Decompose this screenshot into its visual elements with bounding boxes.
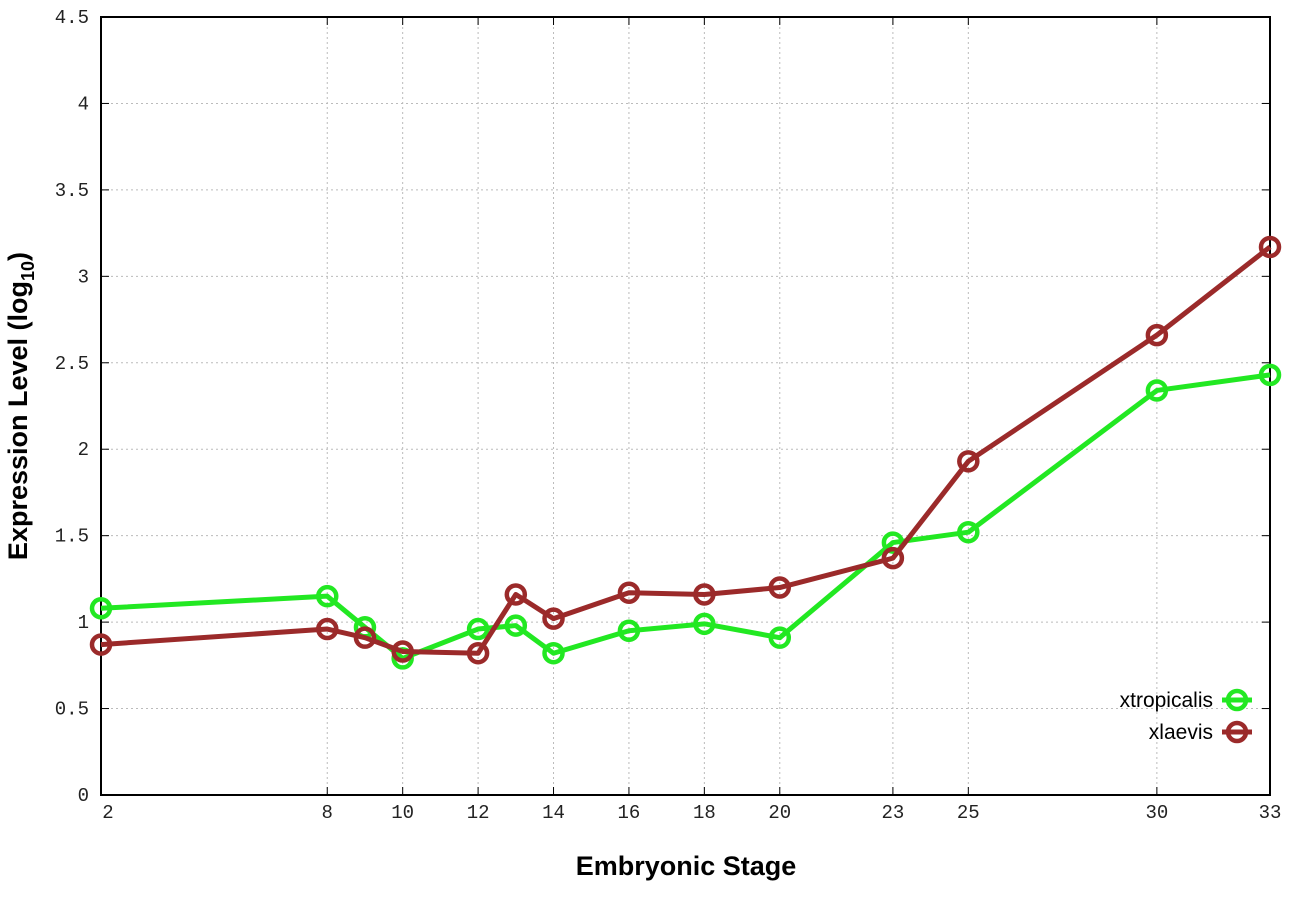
data-point-xtropicalis: [693, 612, 716, 636]
data-point-xlaevis: [391, 640, 414, 663]
y-tick-label: 1: [78, 612, 89, 634]
series: [89, 235, 1282, 670]
x-tick-label: 23: [881, 802, 904, 824]
data-point-xlaevis: [89, 633, 113, 656]
data-point-xtropicalis: [957, 520, 980, 544]
data-point-xtropicalis: [1145, 379, 1169, 402]
data-point-xtropicalis: [542, 641, 565, 665]
series-line-xtropicalis: [100, 372, 1271, 661]
data-point-xlaevis: [542, 607, 565, 630]
legend-label-xlaevis: xlaevis: [1149, 721, 1213, 744]
data-point-xlaevis: [1145, 323, 1169, 347]
data-point-xtropicalis: [768, 626, 792, 649]
data-point-xlaevis: [316, 617, 339, 641]
y-axis-label: Expression Level (log10): [3, 252, 38, 560]
data-point-xlaevis: [1258, 235, 1282, 259]
y-tick-label: 3: [78, 266, 89, 288]
legend: xtropicalis xlaevis: [1120, 688, 1252, 744]
data-point-xlaevis: [693, 583, 716, 606]
y-axis-label-end: ): [3, 252, 33, 261]
data-point-xlaevis: [617, 581, 641, 604]
x-tick-label: 33: [1259, 802, 1282, 824]
y-tick-label: 4.5: [55, 7, 89, 29]
x-tick-label: 8: [322, 802, 333, 824]
data-point-xlaevis: [466, 641, 490, 665]
series-xtropicalis: [89, 363, 1282, 670]
data-point-xtropicalis: [89, 597, 113, 620]
data-point-xlaevis: [881, 546, 905, 570]
x-tick-label: 14: [542, 802, 565, 824]
x-tick-label: 2: [102, 802, 113, 824]
x-tick-label: 12: [467, 802, 490, 824]
y-tick-label: 2.5: [55, 353, 89, 375]
x-tick-label: 16: [618, 802, 641, 824]
data-point-xlaevis: [504, 583, 528, 606]
grid: [101, 17, 1270, 795]
y-axis-label-main: Expression Level (log: [3, 281, 33, 560]
y-tick-label: 3.5: [55, 180, 89, 202]
data-point-xtropicalis: [504, 614, 528, 637]
series-line-xlaevis: [100, 244, 1272, 656]
y-tick-label: 4: [78, 93, 89, 115]
data-point-xtropicalis: [316, 584, 339, 608]
x-axis-label: Embryonic Stage: [576, 851, 797, 881]
data-point-xtropicalis: [617, 619, 641, 643]
x-tick-label: 20: [768, 802, 791, 824]
legend-label-xtropicalis: xtropicalis: [1120, 689, 1213, 712]
x-tick-label: 30: [1145, 802, 1168, 824]
plot-frame: [100, 16, 1271, 796]
y-tick-label: 2: [78, 439, 89, 461]
y-axis-label-sub: 10: [18, 261, 38, 281]
series-xlaevis: [89, 235, 1282, 665]
data-point-xtropicalis: [1258, 363, 1282, 387]
ticks: 0 0.5 1 1.5 2 2.5 3 3.5 4 4.5 2 8 10 12 14 16 18 20 23 25 30…: [55, 7, 1282, 824]
legend-marker-xtropicalis: [1225, 688, 1249, 712]
data-point-xlaevis: [768, 576, 792, 599]
data-point-xlaevis: [957, 450, 980, 473]
data-point-xlaevis: [353, 626, 377, 649]
legend-marker-xlaevis: [1225, 720, 1249, 744]
data-point-xtropicalis: [466, 617, 490, 641]
x-tick-label: 18: [693, 802, 716, 824]
y-tick-label: 0: [78, 785, 89, 807]
y-tick-label: 1.5: [55, 526, 89, 548]
x-tick-label: 10: [391, 802, 414, 824]
x-tick-label: 25: [957, 802, 980, 824]
y-tick-label: 0.5: [55, 699, 89, 721]
